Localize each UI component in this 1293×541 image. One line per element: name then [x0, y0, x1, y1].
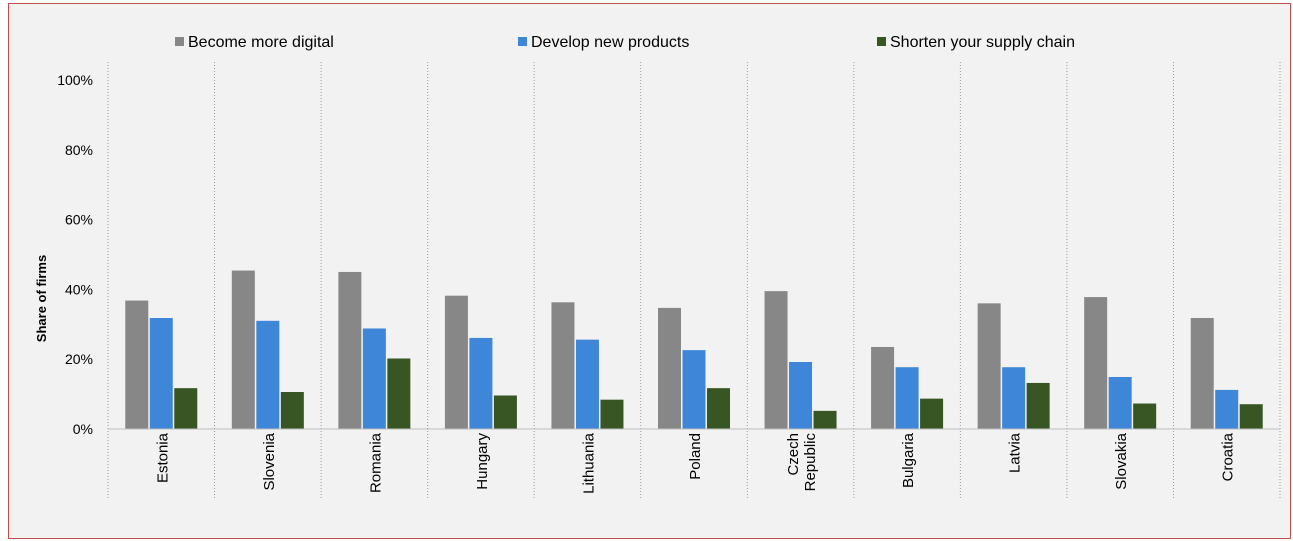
bar	[920, 398, 944, 429]
y-tick-label: 100%	[57, 72, 93, 88]
bars	[125, 270, 1263, 429]
bar	[1002, 367, 1026, 429]
bar	[895, 367, 919, 429]
bar	[813, 410, 837, 429]
bar	[658, 307, 681, 429]
x-axis-categories: Estonia Slovenia Romania Hungary Lithuania Po…	[154, 432, 1236, 494]
y-tick-label: 60%	[65, 212, 93, 228]
bar	[362, 328, 386, 429]
x-tick-label: Poland	[687, 433, 704, 480]
bar	[1190, 318, 1214, 429]
bar	[174, 388, 198, 429]
bar	[338, 271, 362, 429]
bar	[1026, 382, 1050, 429]
legend-swatch	[877, 37, 886, 46]
x-tick-label: Slovenia	[261, 432, 278, 490]
y-tick-label: 0%	[73, 421, 93, 437]
legend-swatch	[518, 37, 527, 46]
chart-frame: Become more digital Develop new products S…	[8, 3, 1291, 539]
legend: Become more digital Develop new products S…	[175, 34, 1075, 51]
bar	[231, 270, 255, 429]
bar	[1084, 297, 1108, 429]
bar	[444, 295, 468, 429]
x-tick-label: Lithuania	[580, 432, 597, 494]
bar	[125, 300, 149, 429]
legend-swatch	[175, 37, 184, 46]
x-tick-label: CzechRepublic	[785, 433, 819, 492]
bar	[256, 320, 280, 429]
legend-label: Shorten your supply chain	[890, 34, 1075, 51]
category-separators	[107, 62, 1281, 499]
x-tick-label: Slovakia	[1113, 432, 1130, 489]
bar	[871, 346, 895, 429]
bar	[977, 303, 1001, 429]
bar	[387, 358, 411, 429]
x-tick-label: Latvia	[1007, 432, 1024, 473]
legend-label: Develop new products	[531, 34, 689, 51]
y-axis-title: Share of firms	[34, 255, 49, 342]
x-tick-label: Bulgaria	[900, 432, 917, 488]
x-tick-label: Romania	[367, 432, 384, 493]
bar	[682, 350, 706, 429]
bar	[1215, 389, 1239, 429]
y-axis: 0% 20% 40% 60% 80% 100%	[57, 72, 93, 437]
bar	[600, 399, 624, 429]
bar	[1239, 404, 1263, 429]
legend-label: Become more digital	[188, 34, 334, 51]
bar	[280, 392, 304, 429]
x-tick-label: Hungary	[474, 433, 491, 490]
bar	[575, 339, 599, 429]
bar-chart: Become more digital Develop new products S…	[34, 34, 1281, 499]
y-tick-label: 20%	[65, 351, 93, 367]
bar	[1108, 376, 1132, 429]
bar	[764, 291, 788, 429]
bar	[789, 361, 813, 429]
y-tick-label: 40%	[65, 281, 93, 297]
bar	[551, 302, 575, 429]
bar	[493, 395, 517, 429]
x-tick-label: Croatia	[1220, 432, 1237, 481]
bar	[1133, 403, 1157, 429]
y-tick-label: 80%	[65, 142, 93, 158]
x-tick-label: Estonia	[154, 432, 171, 483]
bar	[149, 318, 173, 429]
bar	[469, 337, 493, 429]
bar	[707, 388, 730, 429]
